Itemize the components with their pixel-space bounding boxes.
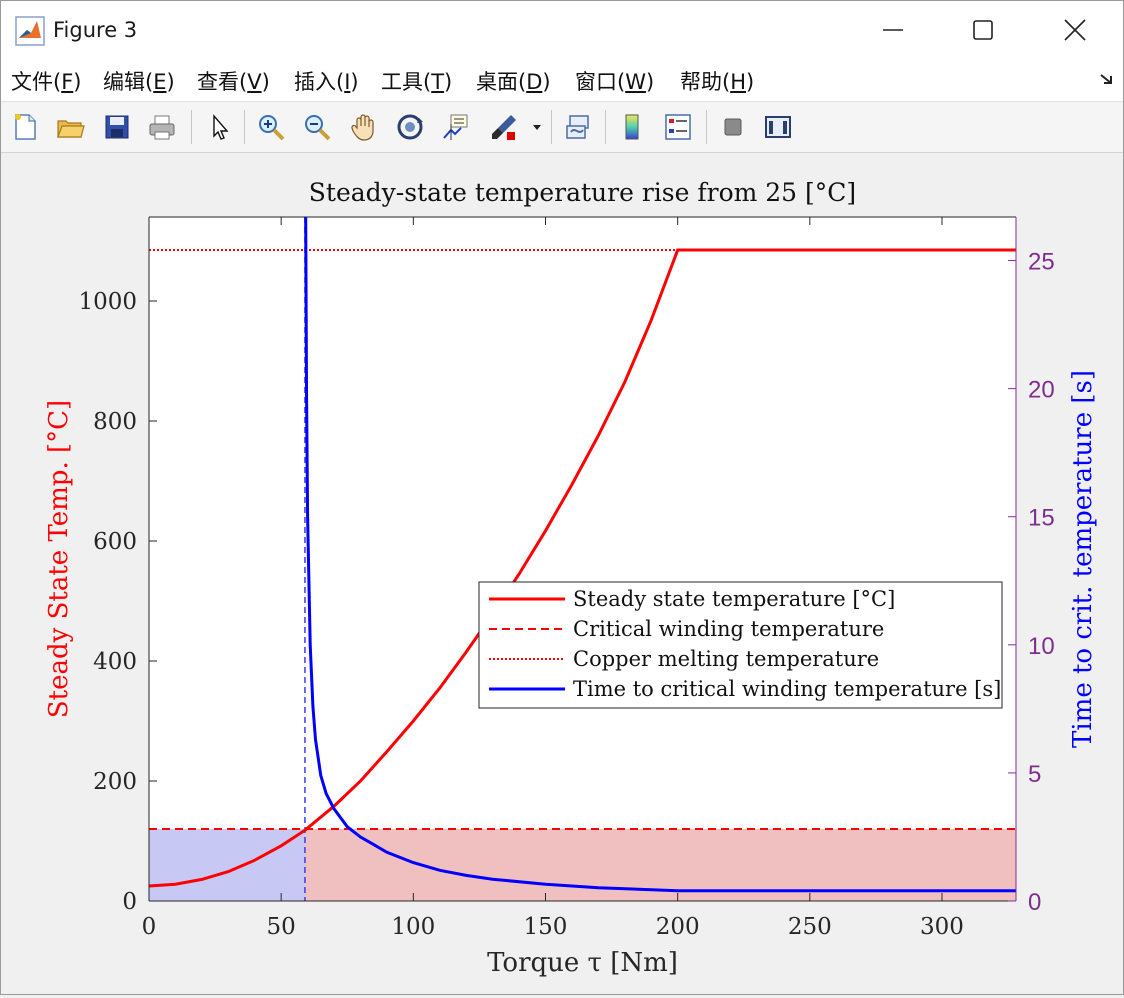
menu-edit[interactable]: 编辑(E) [103, 70, 175, 94]
toolbar-separator [605, 110, 606, 144]
series-line-3 [304, 217, 1016, 893]
y-left-axis-label: Steady State Temp. [°C] [44, 400, 74, 718]
y-right-tick-label: 0 [1028, 889, 1041, 916]
pan-hand-icon [351, 114, 374, 141]
open-folder-icon [57, 120, 85, 138]
y-right-tick-label: 20 [1028, 377, 1055, 404]
plot-background [149, 217, 1016, 901]
zoom-in-button[interactable] [253, 109, 289, 145]
legend-entry-label: Copper melting temperature [573, 647, 879, 671]
pointer-icon [213, 114, 229, 140]
menu-view[interactable]: 查看(V) [197, 70, 270, 94]
brush-icon [492, 115, 516, 140]
legend-icon [665, 114, 691, 140]
brush-button[interactable] [486, 109, 522, 145]
plot-content [149, 217, 1016, 901]
x-tick-label: 100 [391, 914, 435, 940]
figure-toolbar [1, 102, 1123, 153]
menu-window[interactable]: 窗口(W) [575, 70, 655, 94]
y-right-tick-label: 10 [1028, 633, 1055, 660]
rotate-3d-icon [397, 114, 423, 140]
y-left-tick-label: 800 [93, 409, 137, 435]
y-left-tick-label: 600 [93, 529, 137, 555]
brush-dropdown-button[interactable] [529, 109, 545, 145]
zoom-in-icon [259, 115, 285, 141]
hide-plot-tools-icon [724, 118, 742, 136]
x-tick-label: 50 [267, 914, 296, 940]
toolbar-separator [551, 110, 552, 144]
minimize-button[interactable] [847, 1, 939, 59]
link-plot-button[interactable] [560, 109, 596, 145]
link-plot-icon [566, 115, 589, 139]
insert-colorbar-button[interactable] [614, 109, 650, 145]
insert-legend-button[interactable] [660, 109, 696, 145]
y-right-tick-label: 15 [1028, 505, 1055, 532]
y-right-axis-label: Time to crit. temperature [s] [1068, 370, 1098, 748]
toolbar-separator [191, 110, 192, 144]
new-figure-button[interactable] [7, 109, 43, 145]
figure-chart[interactable]: 0 50 100 150 200 250 300 0 200 400 600 800 1000 0 5 10 1… [1, 153, 1123, 994]
y-left-tick-label: 200 [93, 769, 137, 795]
close-icon [1064, 19, 1086, 41]
save-icon [105, 115, 129, 139]
close-button[interactable] [1029, 1, 1121, 59]
y-left-tick-label: 400 [93, 649, 137, 675]
toolbar-separator [244, 110, 245, 144]
legend-box [478, 581, 1003, 709]
brush-dropdown-icon [533, 125, 541, 130]
menu-tools[interactable]: 工具(T) [381, 70, 453, 94]
matlab-app-icon [15, 16, 45, 46]
legend: Steady state temperature [°C] Critical wi… [478, 581, 1003, 709]
x-tick-label: 150 [524, 914, 568, 940]
new-file-icon [15, 114, 36, 140]
show-plot-tools-button[interactable] [760, 109, 796, 145]
legend-entry-label: Time to critical winding temperature [s] [573, 677, 1001, 701]
menu-desktop[interactable]: 桌面(D) [476, 70, 551, 94]
x-tick-label: 0 [142, 914, 157, 940]
data-cursor-button[interactable] [438, 109, 474, 145]
menu-insert[interactable]: 插入(I) [294, 70, 359, 94]
y-right-tick-label: 5 [1028, 761, 1041, 788]
legend-entry-label: Critical winding temperature [573, 617, 884, 641]
maximize-icon [973, 20, 993, 40]
window-title: Figure 3 [53, 18, 138, 42]
show-plot-tools-icon [765, 116, 791, 138]
x-axis-label: Torque τ [Nm] [487, 948, 678, 978]
y-left-tick-label: 0 [122, 889, 137, 915]
colorbar-icon [625, 114, 639, 140]
menu-bar: 文件(F) 编辑(E) 查看(V) 插入(I) 工具(T) 桌面(D) 窗口(W… [1, 59, 1123, 102]
print-icon [149, 115, 175, 140]
maximize-button[interactable] [937, 1, 1029, 59]
legend-entry-label: Steady state temperature [°C] [573, 587, 895, 611]
safe-region [149, 829, 305, 901]
title-bar: Figure 3 [1, 1, 1123, 59]
x-tick-label: 300 [920, 914, 964, 940]
menu-help[interactable]: 帮助(H) [680, 70, 755, 94]
print-button[interactable] [144, 109, 180, 145]
rotate-button[interactable] [392, 109, 428, 145]
dock-arrow-icon[interactable] [1099, 71, 1115, 87]
data-cursor-icon [443, 114, 468, 140]
y-right-tick-label: 25 [1028, 249, 1055, 276]
y-left-tick-label: 1000 [78, 289, 137, 315]
zoom-out-button[interactable] [299, 109, 335, 145]
menu-file[interactable]: 文件(F) [11, 70, 82, 94]
zoom-out-icon [305, 115, 331, 141]
pan-button[interactable] [346, 109, 382, 145]
minimize-icon [883, 29, 903, 31]
save-button[interactable] [99, 109, 135, 145]
hide-plot-tools-button[interactable] [715, 109, 751, 145]
x-tick-label: 200 [656, 914, 700, 940]
figure-canvas-area: 0 50 100 150 200 250 300 0 200 400 600 800 1000 0 5 10 1… [1, 153, 1123, 994]
x-tick-label: 250 [788, 914, 832, 940]
edit-plot-button[interactable] [201, 109, 237, 145]
series-line-0 [149, 248, 1016, 888]
chart-title: Steady-state temperature rise from 25 [°… [309, 178, 856, 207]
open-file-button[interactable] [52, 109, 88, 145]
toolbar-separator [706, 110, 707, 144]
